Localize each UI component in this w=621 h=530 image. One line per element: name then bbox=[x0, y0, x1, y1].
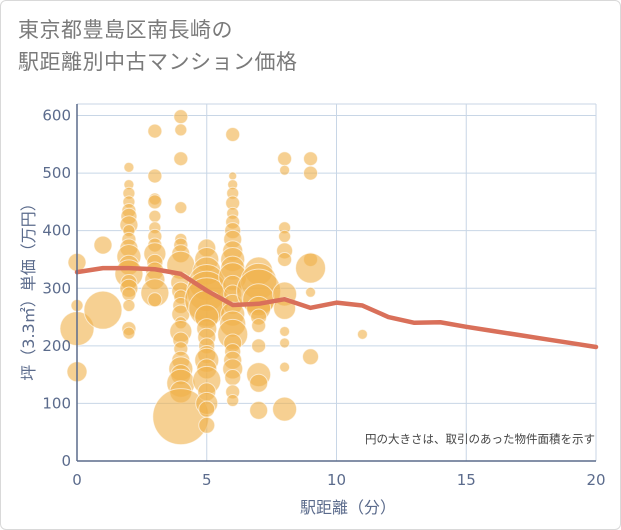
bubble-point bbox=[198, 400, 216, 418]
y-tick-label: 600 bbox=[42, 107, 71, 125]
bubble-point bbox=[278, 229, 292, 243]
bubble-point bbox=[147, 194, 163, 210]
y-axis-label: 坪（3.3㎡）単価（万円） bbox=[19, 195, 38, 380]
bubble-point bbox=[277, 151, 293, 167]
x-axis-label: 駅距離（分） bbox=[300, 498, 396, 517]
bubble-point bbox=[122, 299, 136, 313]
bubble-point bbox=[279, 337, 291, 349]
bubble-point bbox=[251, 318, 267, 334]
bubble-point bbox=[279, 325, 291, 337]
bubble-point bbox=[225, 127, 241, 143]
bubble-point bbox=[305, 286, 317, 298]
x-tick-label: 10 bbox=[327, 471, 346, 489]
bubble-point bbox=[121, 286, 137, 302]
bubble-point bbox=[277, 251, 293, 267]
bubble-series bbox=[59, 109, 368, 446]
bubble-point bbox=[174, 201, 188, 215]
bubble-point bbox=[249, 400, 269, 420]
bubble-point bbox=[249, 373, 269, 393]
y-tick-label: 200 bbox=[42, 337, 71, 355]
bubble-size-note: 円の大きさは、取引のあった物件面積を示す bbox=[365, 432, 595, 446]
y-tick-label: 400 bbox=[42, 222, 71, 240]
bubble-point bbox=[148, 209, 162, 223]
bubble-point bbox=[83, 290, 123, 330]
bubble-point bbox=[173, 151, 189, 167]
bubble-point bbox=[226, 394, 240, 408]
bubble-point bbox=[198, 416, 216, 434]
x-tick-label: 20 bbox=[586, 471, 605, 489]
x-tick-label: 15 bbox=[457, 471, 476, 489]
y-tick-label: 500 bbox=[42, 164, 71, 182]
bubble-point bbox=[272, 396, 298, 422]
trend-line bbox=[74, 265, 599, 350]
bubble-point bbox=[295, 252, 327, 284]
bubble-point bbox=[279, 361, 291, 373]
axes: 0 100 200 300 400 500 600 0 5 10 15 20 bbox=[42, 104, 606, 489]
y-tick-label: 300 bbox=[42, 279, 71, 297]
bubble-point bbox=[224, 369, 242, 387]
bubble-point bbox=[147, 123, 163, 139]
y-tick-label: 0 bbox=[61, 452, 71, 470]
bubble-point bbox=[123, 161, 135, 173]
bubble-point bbox=[303, 165, 319, 181]
x-tick-label: 5 bbox=[202, 471, 212, 489]
title-line-2: 駅距離別中古マンション価格 bbox=[18, 50, 298, 74]
title-line-1: 東京都豊島区南長崎の bbox=[18, 18, 233, 42]
y-tick-label: 100 bbox=[42, 394, 71, 412]
bubble-point bbox=[356, 328, 368, 340]
bubble-point bbox=[303, 151, 319, 167]
bubble-point bbox=[93, 235, 113, 255]
bubble-point bbox=[122, 326, 136, 340]
bubble-point bbox=[174, 123, 188, 137]
bubble-point bbox=[173, 109, 189, 125]
bubble-point bbox=[251, 338, 267, 354]
bubble-point bbox=[302, 348, 320, 366]
chart-title: 東京都豊島区南長崎の 駅距離別中古マンション価格 bbox=[18, 14, 298, 78]
bubble-point bbox=[147, 292, 163, 308]
x-tick-label: 0 bbox=[72, 471, 82, 489]
bubble-point bbox=[228, 171, 238, 181]
bubble-point bbox=[279, 164, 291, 176]
price-trend-line bbox=[74, 265, 599, 350]
bubble-point bbox=[147, 168, 163, 184]
